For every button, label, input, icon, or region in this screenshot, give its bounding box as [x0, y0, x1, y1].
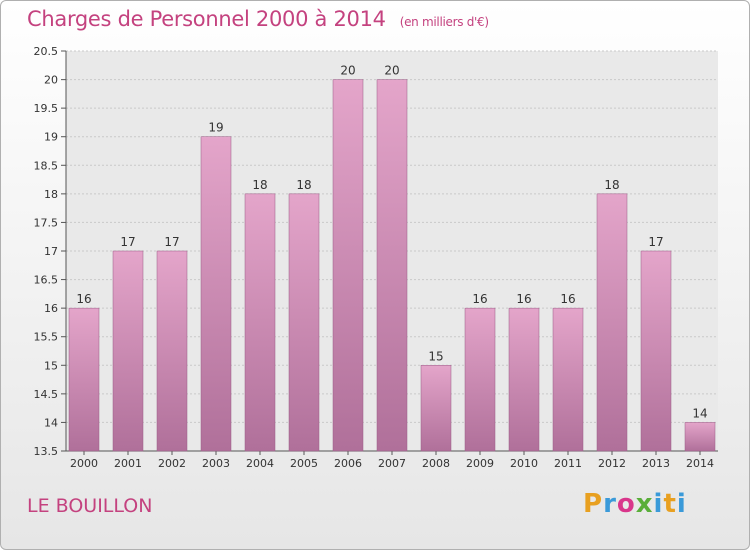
y-tick-label: 17.5	[34, 216, 59, 229]
bar-2000	[68, 307, 100, 452]
y-tick-label: 19	[44, 131, 58, 144]
bar-value-label: 20	[384, 64, 399, 78]
x-tick-label: 2000	[70, 457, 98, 470]
bar-value-label: 19	[208, 121, 223, 135]
x-tick-label: 2003	[202, 457, 230, 470]
logo-letter: P	[583, 489, 604, 519]
bar-2007	[376, 79, 408, 452]
bar-value-label: 17	[648, 235, 663, 249]
x-tick-label: 2004	[246, 457, 274, 470]
bar-value-label: 18	[252, 178, 267, 192]
bar-value-label: 18	[296, 178, 311, 192]
bar-value-label: 16	[76, 292, 91, 306]
y-tick-label: 15	[44, 359, 58, 372]
chart-unit: (en milliers d'€)	[399, 15, 489, 29]
x-tick-label: 2010	[510, 457, 538, 470]
x-tick-label: 2005	[290, 457, 318, 470]
logo-letter: o	[616, 489, 636, 519]
bar-2014	[684, 422, 716, 452]
bar-value-label: 16	[472, 292, 487, 306]
bar-2012	[596, 193, 628, 452]
logo-letter: i	[676, 489, 687, 519]
bar-2002	[156, 250, 188, 452]
logo-letter: i	[653, 489, 664, 519]
x-tick-label: 2014	[686, 457, 714, 470]
bar-2010	[508, 307, 540, 452]
y-tick-label: 19.5	[34, 102, 59, 115]
y-tick-label: 18.5	[34, 159, 59, 172]
y-tick-label: 20.5	[34, 45, 59, 58]
bar-2008	[420, 365, 452, 452]
bar-2004	[244, 193, 276, 452]
bar-2005	[288, 193, 320, 452]
logo-letter: x	[635, 489, 654, 519]
y-tick-label: 16	[44, 302, 58, 315]
y-tick-label: 13.5	[34, 445, 59, 458]
chart-title: Charges de Personnel 2000 à 2014 (en mill…	[27, 7, 489, 31]
bar-value-label: 17	[120, 235, 135, 249]
bar-value-label: 18	[604, 178, 619, 192]
commune-name: LE BOUILLON	[27, 495, 153, 517]
bar-2003	[200, 136, 232, 452]
y-tick-label: 14	[44, 416, 58, 429]
bar-value-label: 14	[692, 406, 707, 420]
bar-2001	[112, 250, 144, 452]
y-tick-label: 15.5	[34, 331, 59, 344]
logo-letter: t	[663, 489, 677, 519]
bar-value-label: 17	[164, 235, 179, 249]
y-tick-label: 17	[44, 245, 58, 258]
bar-2006	[332, 79, 364, 452]
bar-value-label: 15	[428, 349, 443, 363]
x-tick-label: 2013	[642, 457, 670, 470]
y-tick-label: 14.5	[34, 388, 59, 401]
bar-2009	[464, 307, 496, 452]
x-tick-label: 2001	[114, 457, 142, 470]
y-tick-label: 20	[44, 74, 58, 87]
bar-value-label: 16	[560, 292, 575, 306]
y-tick-label: 16.5	[34, 274, 59, 287]
bar-2011	[552, 307, 584, 452]
logo-letter: r	[603, 489, 617, 519]
x-tick-label: 2009	[466, 457, 494, 470]
bar-value-label: 16	[516, 292, 531, 306]
y-tick-label: 18	[44, 188, 58, 201]
x-tick-label: 2007	[378, 457, 406, 470]
bar-2013	[640, 250, 672, 452]
x-tick-label: 2011	[554, 457, 582, 470]
x-tick-label: 2002	[158, 457, 186, 470]
bar-value-label: 20	[340, 64, 355, 78]
x-tick-label: 2012	[598, 457, 626, 470]
chart-title-text: Charges de Personnel 2000 à 2014	[27, 7, 386, 31]
proxiti-logo: Proxiti	[583, 489, 687, 519]
x-tick-label: 2008	[422, 457, 450, 470]
x-tick-label: 2006	[334, 457, 362, 470]
